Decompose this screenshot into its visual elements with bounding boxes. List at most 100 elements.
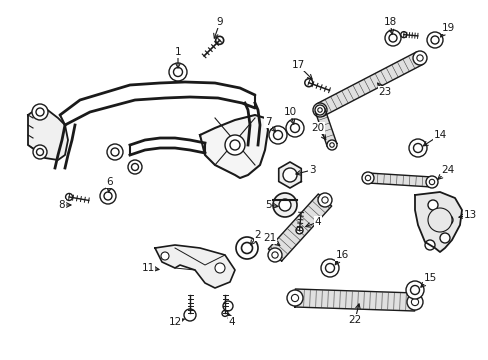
Text: 4: 4 [314,217,321,227]
Circle shape [111,148,119,156]
Circle shape [65,193,72,201]
Text: 20: 20 [311,123,324,133]
Circle shape [312,103,326,117]
Text: 9: 9 [216,17,223,27]
Circle shape [185,309,194,318]
Circle shape [321,197,327,203]
Circle shape [329,143,334,147]
Text: 11: 11 [141,263,154,273]
Circle shape [169,63,186,81]
Circle shape [272,193,296,217]
Circle shape [173,68,182,77]
Circle shape [33,145,47,159]
Circle shape [413,144,422,153]
Text: 14: 14 [432,130,446,140]
Circle shape [32,104,48,120]
Text: 17: 17 [291,60,304,70]
Polygon shape [200,115,267,178]
Polygon shape [294,289,414,311]
Polygon shape [268,194,331,261]
Polygon shape [28,108,68,160]
Circle shape [128,160,142,174]
Circle shape [410,298,418,306]
Polygon shape [315,108,336,147]
Circle shape [430,36,438,44]
Circle shape [416,55,422,61]
Circle shape [236,237,258,259]
Text: 4: 4 [228,317,235,327]
Text: 21: 21 [263,233,276,243]
Text: 19: 19 [441,23,454,33]
Circle shape [286,290,303,306]
Circle shape [409,285,419,294]
Circle shape [285,119,304,137]
Text: 22: 22 [347,315,361,325]
Polygon shape [155,245,235,288]
Circle shape [425,176,437,188]
Circle shape [442,215,452,225]
Circle shape [273,131,282,140]
Circle shape [100,188,116,204]
Circle shape [361,172,373,184]
Circle shape [412,51,426,65]
Circle shape [183,309,196,321]
Polygon shape [278,162,301,188]
Circle shape [325,264,334,273]
Text: 3: 3 [308,165,315,175]
Circle shape [320,259,338,277]
Circle shape [400,32,406,38]
Text: 18: 18 [383,17,396,27]
Circle shape [427,208,451,232]
Circle shape [304,79,312,87]
Text: 6: 6 [106,177,113,187]
Circle shape [267,248,282,262]
Circle shape [283,168,296,182]
Polygon shape [367,173,431,187]
Circle shape [37,149,43,156]
Text: 8: 8 [59,200,65,210]
Circle shape [215,263,224,273]
Circle shape [388,34,396,42]
Text: 2: 2 [254,230,261,240]
Text: 5: 5 [264,200,271,210]
Circle shape [316,107,323,113]
Circle shape [223,301,232,311]
Circle shape [224,135,244,155]
Circle shape [314,105,325,115]
Circle shape [290,123,299,132]
Circle shape [279,199,290,211]
Circle shape [326,140,336,150]
Circle shape [291,294,298,302]
Circle shape [107,144,123,160]
Text: 23: 23 [378,87,391,97]
Circle shape [271,252,278,258]
Circle shape [268,126,286,144]
Text: 15: 15 [423,273,436,283]
Text: 1: 1 [174,47,181,57]
Circle shape [317,193,331,207]
Text: 13: 13 [463,210,476,220]
Text: 16: 16 [335,250,348,260]
Circle shape [439,233,449,243]
Circle shape [408,139,426,157]
Circle shape [317,108,322,112]
Text: 10: 10 [283,107,296,117]
Circle shape [161,252,169,260]
Text: 24: 24 [441,165,454,175]
Circle shape [365,175,370,181]
Circle shape [104,192,112,200]
Circle shape [36,108,44,116]
Circle shape [384,30,400,46]
Circle shape [222,310,227,316]
Circle shape [426,32,442,48]
Circle shape [229,140,240,150]
Circle shape [428,179,434,185]
Text: 12: 12 [168,317,181,327]
Circle shape [241,243,252,253]
Circle shape [405,281,423,299]
Circle shape [406,294,422,310]
Circle shape [424,240,434,250]
Text: 7: 7 [264,117,271,127]
Circle shape [215,36,223,44]
Polygon shape [414,192,461,252]
